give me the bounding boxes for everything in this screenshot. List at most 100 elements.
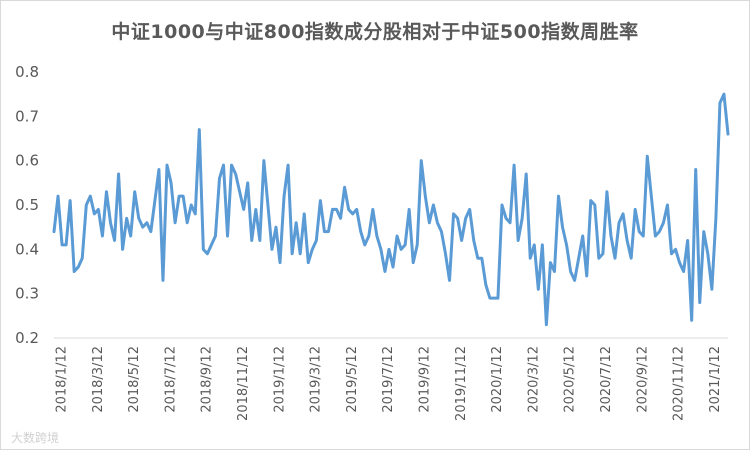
x-tick-label: 2018/3/12	[91, 346, 106, 413]
data-point	[65, 244, 67, 246]
data-point	[384, 270, 386, 272]
data-point	[315, 239, 317, 241]
data-point	[166, 164, 168, 166]
data-point	[198, 128, 200, 130]
data-point	[436, 222, 438, 224]
data-point	[129, 235, 131, 237]
data-point	[174, 222, 176, 224]
data-point	[561, 226, 563, 228]
data-point	[440, 230, 442, 232]
data-point	[134, 191, 136, 193]
data-point	[170, 182, 172, 184]
watermark: 大数跨境	[11, 431, 60, 445]
x-tick-label: 2020/7/12	[599, 346, 614, 413]
x-tick-label: 2018/7/12	[163, 346, 178, 413]
data-point	[303, 213, 305, 215]
y-tick-label: 0.2	[15, 329, 39, 347]
data-point	[549, 261, 551, 263]
data-point	[142, 226, 144, 228]
data-point	[489, 297, 491, 299]
data-point	[210, 244, 212, 246]
data-point	[509, 222, 511, 224]
data-point	[206, 253, 208, 255]
x-tick-label: 2018/5/12	[127, 346, 142, 413]
data-point	[234, 173, 236, 175]
y-tick-label: 0.3	[15, 285, 39, 303]
data-point	[238, 191, 240, 193]
data-point	[372, 208, 374, 210]
data-point	[658, 230, 660, 232]
data-point	[251, 239, 253, 241]
data-point	[565, 244, 567, 246]
data-point	[400, 248, 402, 250]
data-point	[323, 230, 325, 232]
data-point	[279, 261, 281, 263]
chart-title: 中证1000与中证800指数成分股相对于中证500指数周胜率	[111, 21, 639, 43]
data-point	[247, 182, 249, 184]
data-point	[634, 208, 636, 210]
data-point	[255, 208, 257, 210]
data-point	[723, 93, 725, 95]
data-point	[81, 257, 83, 259]
data-point	[610, 235, 612, 237]
data-point	[630, 257, 632, 259]
data-point	[194, 213, 196, 215]
data-point	[154, 199, 156, 201]
data-point	[678, 261, 680, 263]
data-point	[150, 230, 152, 232]
x-tick-label: 2018/11/12	[236, 346, 251, 421]
data-point	[727, 133, 729, 135]
data-point	[335, 208, 337, 210]
data-point	[686, 239, 688, 241]
y-tick-label: 0.7	[15, 107, 39, 125]
data-point	[186, 222, 188, 224]
data-point	[666, 204, 668, 206]
data-point	[719, 102, 721, 104]
data-point	[343, 186, 345, 188]
data-point	[162, 279, 164, 281]
data-point	[501, 204, 503, 206]
data-point	[582, 235, 584, 237]
data-point	[650, 195, 652, 197]
data-point	[396, 235, 398, 237]
data-point	[299, 253, 301, 255]
data-point	[146, 222, 148, 224]
data-point	[376, 235, 378, 237]
data-point	[497, 297, 499, 299]
data-point	[408, 208, 410, 210]
data-point	[287, 164, 289, 166]
data-point	[109, 222, 111, 224]
data-point	[557, 195, 559, 197]
data-point	[707, 253, 709, 255]
x-tick-label: 2020/9/12	[635, 346, 650, 413]
data-point	[573, 279, 575, 281]
data-point	[242, 208, 244, 210]
data-point	[674, 248, 676, 250]
data-point	[267, 204, 269, 206]
data-point	[214, 235, 216, 237]
data-point	[404, 244, 406, 246]
data-point	[537, 288, 539, 290]
data-point	[473, 239, 475, 241]
data-point	[295, 222, 297, 224]
data-point	[218, 177, 220, 179]
data-point	[364, 244, 366, 246]
data-point	[545, 324, 547, 326]
data-point	[388, 248, 390, 250]
data-point	[598, 257, 600, 259]
data-point	[105, 191, 107, 193]
data-point	[226, 235, 228, 237]
data-point	[448, 279, 450, 281]
y-tick-label: 0.5	[15, 196, 39, 214]
data-point	[380, 248, 382, 250]
data-point	[622, 213, 624, 215]
data-point	[711, 288, 713, 290]
data-point	[521, 217, 523, 219]
data-point	[569, 270, 571, 272]
x-tick-label: 2020/1/12	[490, 346, 505, 413]
data-point	[138, 217, 140, 219]
data-point	[73, 270, 75, 272]
data-point	[541, 244, 543, 246]
